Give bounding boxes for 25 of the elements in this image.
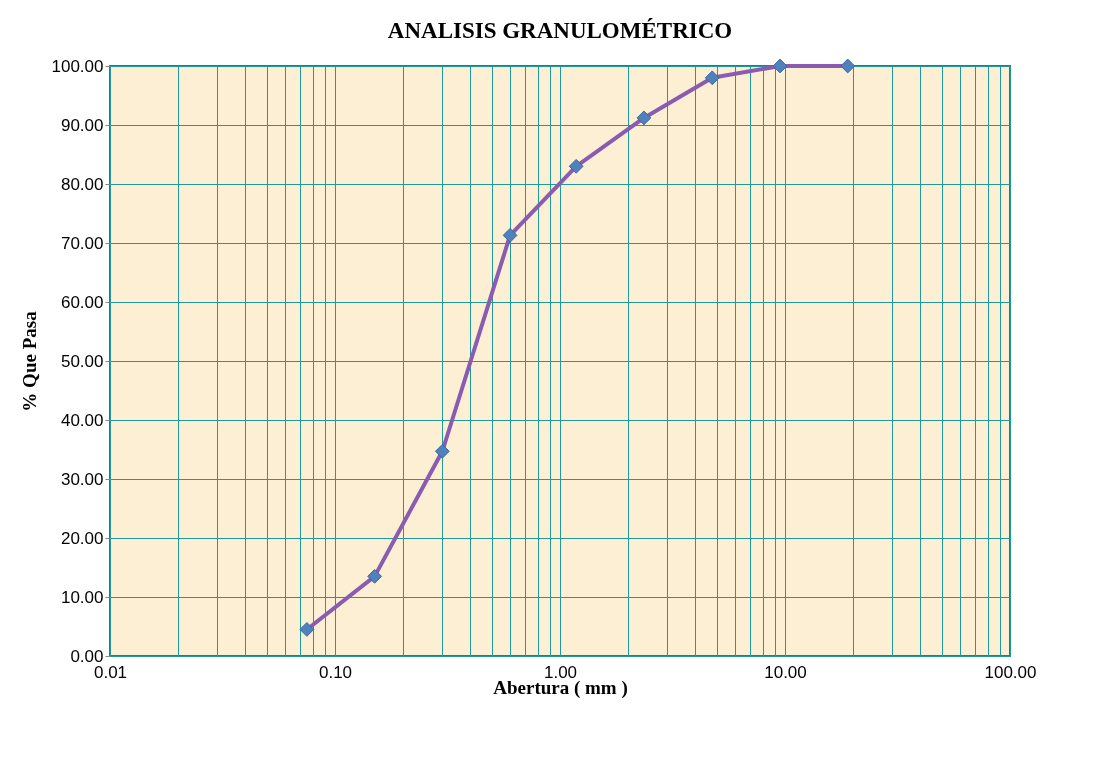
y-tick-label: 60.00 — [60, 292, 104, 312]
chart-title: ANALISIS GRANULOMÉTRICO — [387, 18, 733, 43]
y-tick-label: 30.00 — [60, 469, 104, 489]
y-tick-label: 20.00 — [60, 528, 104, 548]
point — [840, 58, 856, 74]
point — [434, 443, 450, 459]
y-tick-label: 10.00 — [60, 587, 104, 607]
point — [502, 227, 518, 243]
point — [299, 622, 315, 637]
x-tick-label: 100.00 — [984, 662, 1037, 682]
y-tick-label: 40.00 — [60, 410, 104, 430]
x-tick-label: 10.00 — [764, 662, 807, 682]
point — [772, 58, 788, 74]
point — [704, 70, 720, 86]
x-tick-label: 1.00 — [543, 662, 578, 682]
y-tick-label: 80.00 — [60, 174, 104, 194]
point — [367, 568, 383, 584]
y-axis-title: % Que Pasa — [18, 310, 40, 412]
x-tick-label: 0.10 — [318, 662, 353, 682]
y-tick-label: 90.00 — [60, 115, 104, 135]
y-tick-label: 70.00 — [60, 233, 104, 253]
point — [568, 158, 584, 174]
point — [636, 110, 652, 126]
y-tick-label: 100.00 — [51, 56, 104, 76]
y-tick-label: 50.00 — [60, 351, 104, 371]
